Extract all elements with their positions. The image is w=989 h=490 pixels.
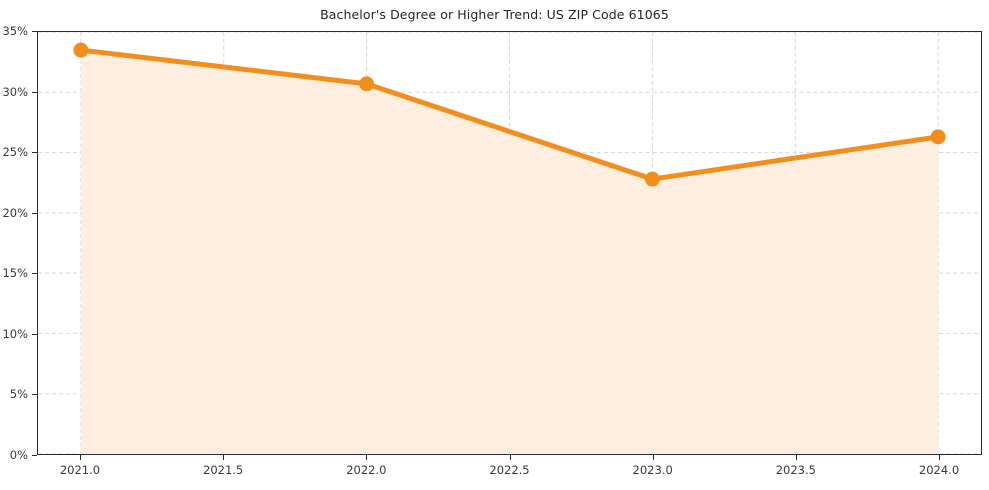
area-fill bbox=[80, 50, 939, 454]
y-axis-tick-label: 30% bbox=[2, 84, 28, 99]
x-axis-tick-mark bbox=[652, 455, 654, 460]
y-axis-tick-marks bbox=[27, 31, 37, 456]
y-axis-tick-labels: 0% 5% 10% 15% 20% 25% 30% 35% bbox=[0, 24, 28, 462]
y-axis-tick-label: 5% bbox=[9, 387, 28, 402]
x-axis-tick-labels: 2021.0 2021.5 2022.0 2022.5 2023.0 2023.5 2024… bbox=[37, 463, 982, 483]
x-axis-tick-label: 2021.0 bbox=[59, 463, 101, 477]
data-point-marker[interactable] bbox=[930, 129, 946, 145]
trend-line bbox=[78, 47, 941, 182]
y-axis-tick-mark bbox=[32, 152, 37, 154]
y-axis-tick-label: 25% bbox=[2, 145, 28, 160]
x-axis-tick-mark bbox=[795, 455, 797, 460]
x-axis-tick-mark bbox=[223, 455, 225, 460]
chart-title: Bachelor's Degree or Higher Trend: US ZI… bbox=[320, 7, 669, 22]
y-axis-tick-label: 20% bbox=[2, 205, 28, 220]
x-axis-tick-label: 2022.0 bbox=[346, 463, 387, 477]
x-axis-tick-marks bbox=[37, 455, 982, 465]
y-axis-tick-mark bbox=[32, 273, 37, 275]
plot-area bbox=[37, 31, 982, 455]
y-axis-tick-mark bbox=[32, 394, 37, 396]
x-axis-tick-label: 2023.5 bbox=[775, 463, 816, 477]
data-series-layer bbox=[73, 42, 946, 454]
y-axis-tick-label: 15% bbox=[2, 266, 28, 281]
x-axis-tick-label: 2022.5 bbox=[489, 463, 530, 477]
data-point-marker[interactable] bbox=[644, 171, 660, 187]
y-axis-tick-mark bbox=[32, 212, 37, 214]
y-axis-tick-mark bbox=[32, 333, 37, 335]
x-axis-tick-label: 2023.0 bbox=[632, 463, 673, 477]
x-axis-tick-mark bbox=[79, 455, 81, 460]
data-point-marker[interactable] bbox=[73, 42, 89, 58]
x-axis-tick-mark bbox=[939, 455, 941, 460]
y-axis-tick-mark bbox=[32, 31, 37, 32]
y-axis-tick-label: 35% bbox=[2, 24, 28, 38]
x-axis-tick-label: 2021.5 bbox=[203, 463, 244, 477]
y-axis-tick-label: 0% bbox=[9, 448, 28, 462]
x-axis-tick-mark bbox=[366, 455, 368, 460]
x-axis-tick-mark bbox=[509, 455, 511, 460]
y-axis-tick-mark bbox=[32, 91, 37, 93]
y-axis-tick-label: 10% bbox=[2, 326, 28, 341]
y-axis-tick-mark bbox=[32, 455, 37, 456]
data-point-marker[interactable] bbox=[359, 76, 375, 92]
x-axis-tick-label: 2024.0 bbox=[918, 463, 960, 477]
